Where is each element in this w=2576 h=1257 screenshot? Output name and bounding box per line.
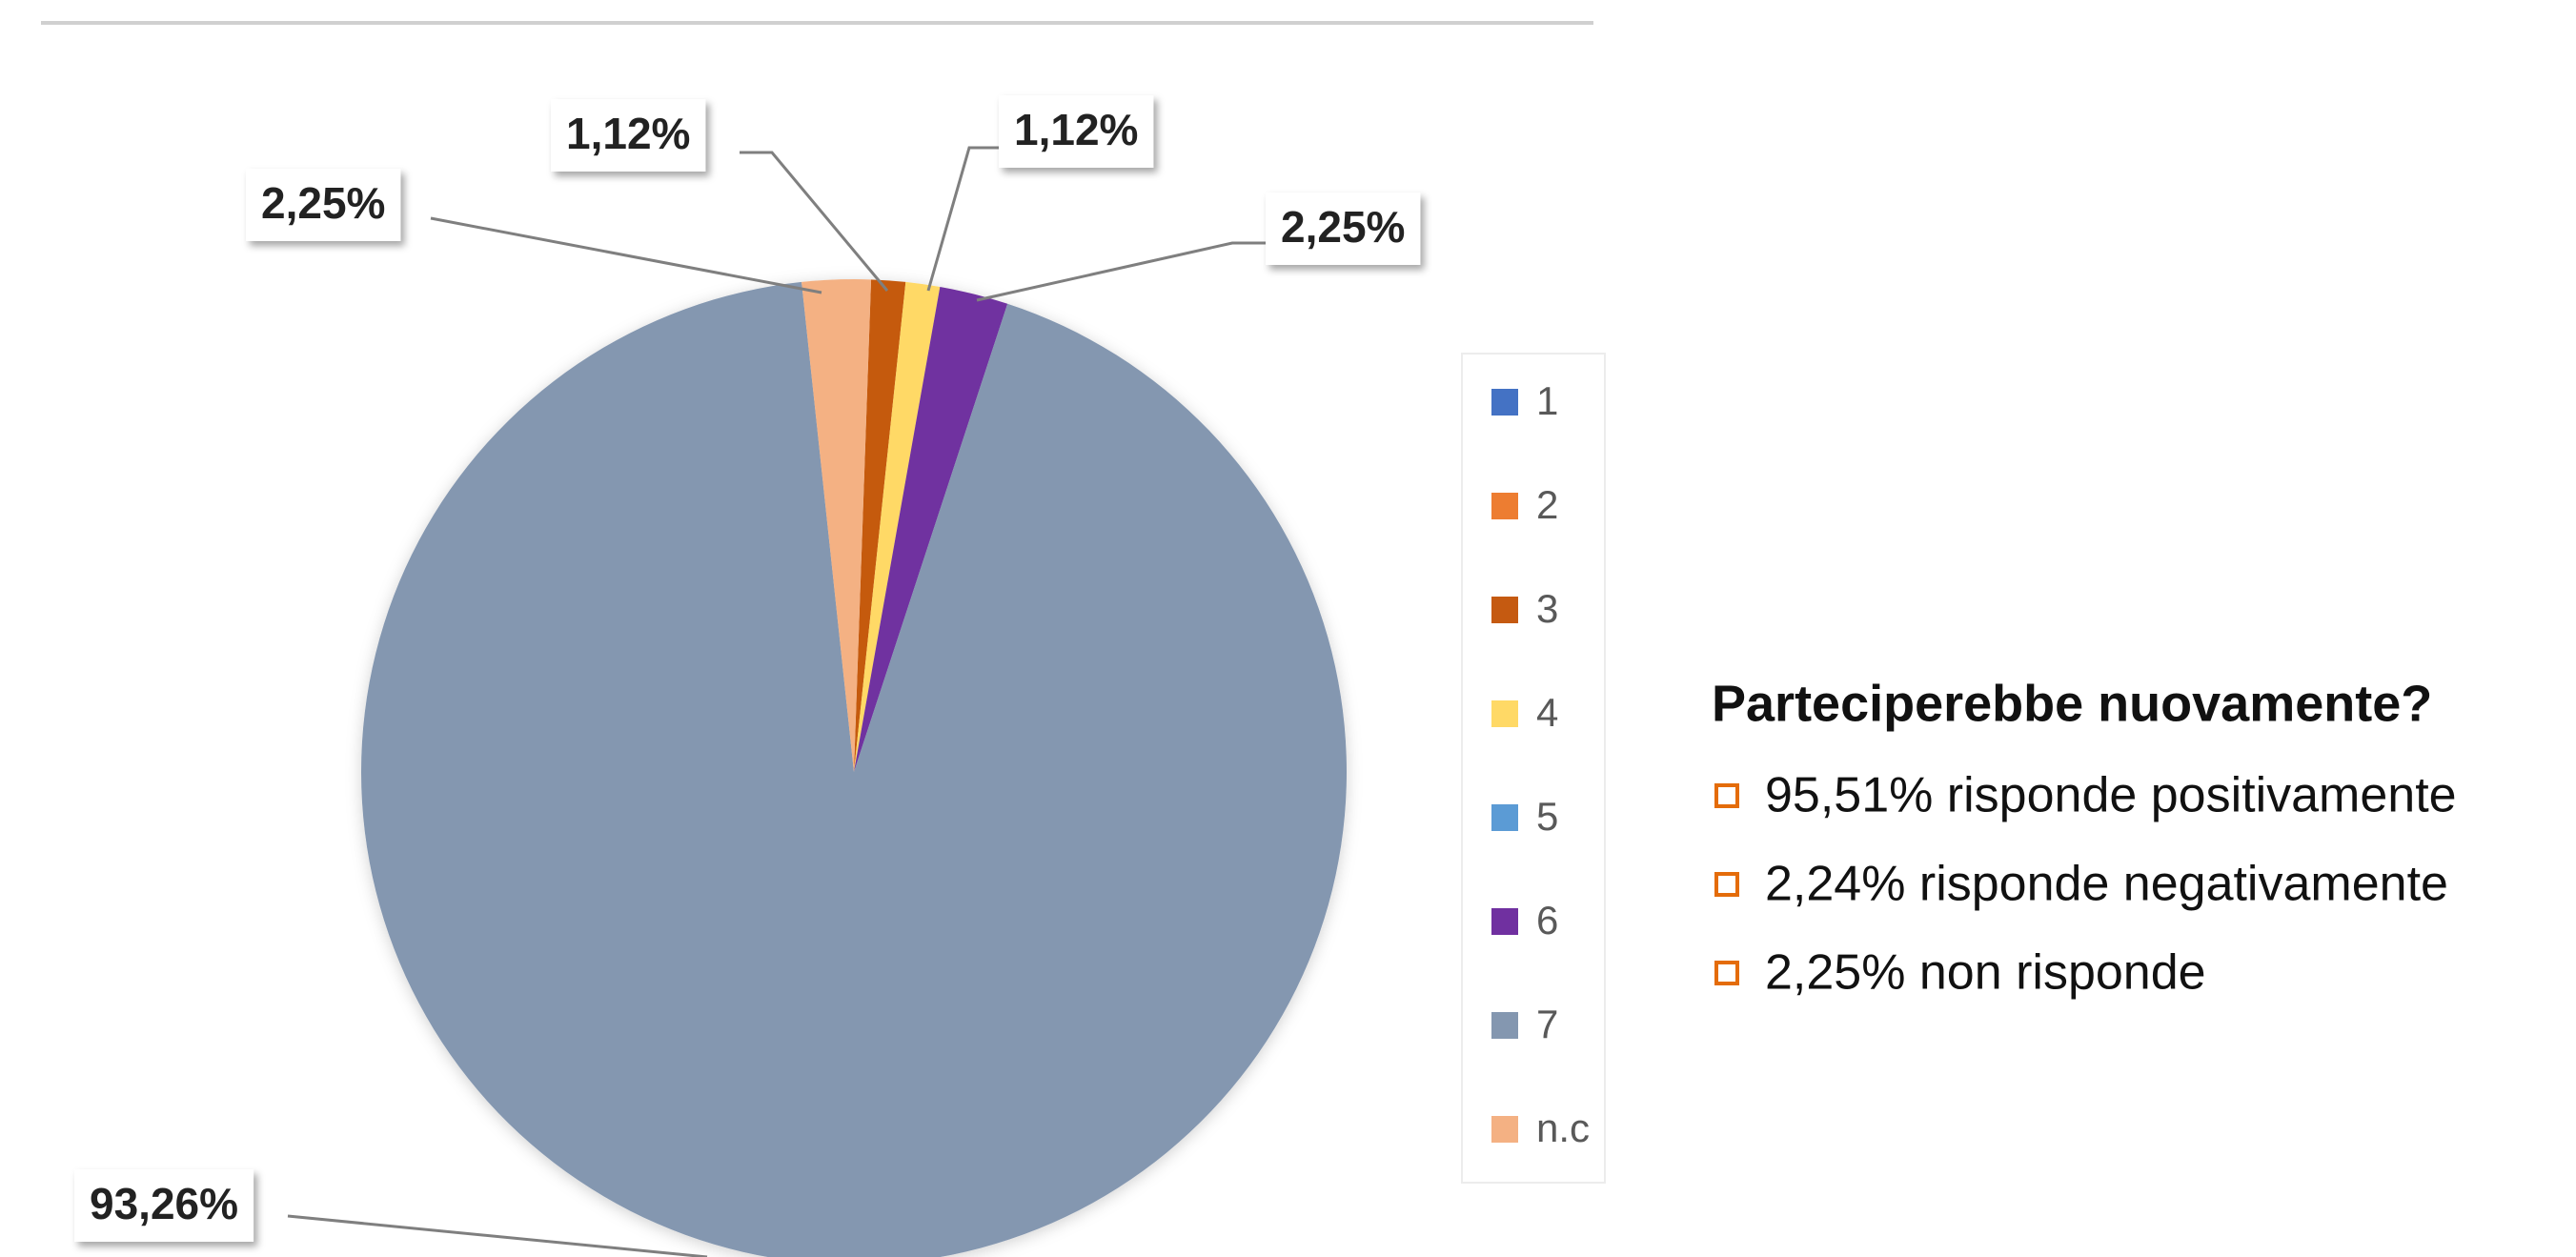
legend-label: n.c — [1536, 1105, 1590, 1150]
bullet — [1714, 783, 1739, 808]
legend-swatch — [1491, 804, 1518, 831]
legend-label: 5 — [1536, 794, 1558, 839]
data-labels: 1,12% 1,12% 2,25% 93,26% 2,25% — [74, 95, 1421, 1257]
legend-label: 6 — [1536, 898, 1558, 943]
annotation: Parteciperebbe nuovamente? 95,51% rispond… — [1712, 675, 2457, 1000]
pie-slice — [801, 279, 872, 772]
legend-label: 4 — [1536, 690, 1558, 735]
data-label: 2,25% — [261, 178, 385, 228]
pie-slice — [854, 279, 906, 772]
annotation-item: 2,25% non risponde — [1765, 945, 2206, 1001]
leader-line — [976, 241, 1266, 302]
annotation-title: Parteciperebbe nuovamente? — [1712, 675, 2432, 732]
legend-label: 1 — [1536, 378, 1558, 423]
label-box — [74, 1169, 254, 1242]
legend-label: 7 — [1536, 1002, 1558, 1046]
legend-swatch — [1491, 493, 1518, 519]
legend: 1 2 3 4 5 6 7 n.c — [1491, 378, 1590, 1150]
label-box — [999, 95, 1154, 168]
data-label: 93,26% — [90, 1179, 238, 1228]
pie-slice — [854, 281, 941, 773]
leader-line — [430, 216, 822, 294]
leader-line — [287, 1214, 708, 1257]
legend-box — [1461, 353, 1606, 1184]
label-box — [1266, 193, 1421, 265]
legend-label: 3 — [1536, 586, 1558, 631]
data-label: 1,12% — [566, 109, 690, 158]
leader-line — [740, 151, 889, 292]
legend-label: 2 — [1536, 482, 1558, 527]
data-label: 2,25% — [1281, 202, 1405, 252]
data-label: 1,12% — [1014, 105, 1138, 154]
annotation-item: 2,24% risponde negativamente — [1765, 857, 2448, 912]
legend-swatch — [1491, 700, 1518, 727]
bullet — [1714, 961, 1739, 985]
bullet — [1714, 872, 1739, 897]
legend-swatch — [1491, 389, 1518, 416]
legend-swatch — [1491, 1012, 1518, 1039]
pie-slice — [361, 281, 1347, 1257]
label-box — [551, 99, 706, 172]
pie — [361, 279, 1347, 1257]
leader-line — [926, 146, 999, 292]
label-box — [246, 169, 401, 241]
legend-swatch — [1491, 1116, 1518, 1143]
legend-swatch — [1491, 908, 1518, 935]
annotation-item: 95,51% risponde positivamente — [1765, 768, 2457, 823]
pie-slice — [854, 286, 1008, 772]
legend-swatch — [1491, 597, 1518, 623]
